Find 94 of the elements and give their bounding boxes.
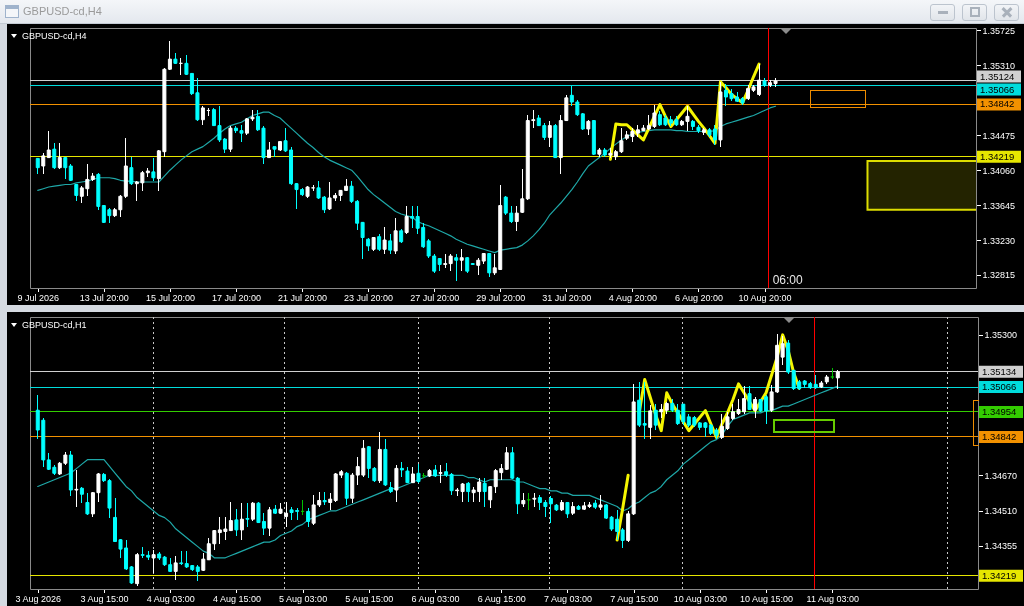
candlestick (487, 252, 492, 278)
ref-line-label: 1.35066 (980, 83, 1015, 95)
candlestick (200, 105, 205, 126)
candlestick (41, 152, 46, 175)
annotation: 06:00 (772, 273, 804, 287)
candlestick (648, 404, 653, 440)
x-tick-label: 4 Aug 15:00 (212, 593, 261, 604)
x-tick-label: 21 Jul 20:00 (278, 292, 328, 303)
candlestick (653, 403, 658, 431)
y-tick-label: 1.32815 (982, 270, 1016, 281)
x-tick-label: 6 Aug 15:00 (477, 593, 526, 604)
candlestick (311, 184, 316, 192)
x-tick-label: 5 Aug 03:00 (279, 593, 328, 604)
candlestick (504, 446, 509, 471)
ref-line-label: 1.34219 (982, 569, 1017, 581)
candlestick (173, 555, 178, 581)
candlestick (753, 396, 758, 419)
candlestick (547, 120, 552, 148)
candlestick (438, 464, 443, 484)
candlestick (74, 469, 79, 508)
y-tick-label: 1.34060 (982, 165, 1016, 176)
x-tick-label: 10 Aug 15:00 (740, 593, 794, 604)
line-series (37, 385, 839, 559)
candlestick (443, 253, 448, 269)
y-tick-label: 1.34475 (982, 130, 1016, 141)
candlestick (388, 233, 393, 255)
chart-title: GBPUSD-cd,H1 (22, 320, 87, 330)
x-tick-label: 6 Aug 20:00 (674, 292, 723, 303)
candlestick (482, 477, 487, 508)
ref-line-label: 1.34842 (980, 98, 1015, 110)
candlestick (85, 492, 90, 516)
candlestick (57, 142, 62, 170)
candlestick (642, 381, 647, 440)
x-tick-label: 4 Aug 03:00 (146, 593, 195, 604)
candlestick (228, 125, 233, 153)
y-tick-label: 1.35725 (982, 25, 1016, 36)
line-series (37, 105, 777, 254)
chart-title: GBPUSD-cd,H4 (23, 5, 102, 17)
candlestick (350, 472, 355, 504)
ref-line-label: 1.35066 (982, 381, 1017, 393)
candlestick (267, 506, 272, 537)
x-tick-label: 29 Jul 20:00 (476, 292, 526, 303)
candlestick (459, 248, 464, 272)
ref-line-label: 1.35124 (980, 70, 1015, 82)
y-tick-label: 1.33230 (982, 235, 1016, 246)
y-tick-label: 1.35310 (982, 60, 1016, 71)
candlestick (466, 481, 471, 503)
candlestick (250, 502, 255, 522)
x-tick-label: 3 Aug 15:00 (80, 593, 129, 604)
y-tick-label: 1.33645 (982, 200, 1016, 211)
candlestick (394, 464, 399, 503)
y-tick-label: 1.35300 (984, 330, 1018, 341)
x-tick-label: 6 Aug 03:00 (411, 593, 460, 604)
x-tick-label: 7 Aug 03:00 (543, 593, 592, 604)
y-tick-label: 1.34510 (984, 506, 1018, 517)
x-tick-label: 9 Jul 2026 (17, 292, 60, 303)
ref-line-label: 1.34219 (980, 150, 1015, 162)
candlestick (454, 253, 459, 282)
candlestick (46, 131, 51, 159)
candlestick (835, 369, 840, 390)
candlestick (410, 205, 415, 229)
x-tick-label: 3 Aug 2026 (15, 593, 62, 604)
x-tick-label: 5 Aug 15:00 (345, 593, 394, 604)
candlestick (234, 508, 239, 537)
ref-line-label: 1.34954 (982, 405, 1017, 417)
x-tick-label: 15 Jul 20:00 (145, 292, 195, 303)
x-tick-label: 13 Jul 20:00 (79, 292, 129, 303)
x-tick-label: 17 Jul 20:00 (211, 292, 261, 303)
x-tick-label: 31 Jul 20:00 (542, 292, 592, 303)
candlestick (179, 550, 184, 566)
x-tick-label: 10 Aug 20:00 (738, 292, 792, 303)
candlestick (245, 502, 250, 528)
ref-line-label: 1.35134 (982, 365, 1017, 377)
candlestick (239, 502, 244, 541)
candlestick (388, 481, 393, 494)
x-tick-label: 4 Aug 20:00 (608, 292, 657, 303)
candlestick (129, 156, 134, 185)
y-tick-label: 1.34355 (984, 541, 1018, 552)
x-tick-label: 23 Jul 20:00 (344, 292, 394, 303)
x-tick-label: 27 Jul 20:00 (410, 292, 460, 303)
x-tick-label: 11 Aug 03:00 (806, 593, 859, 604)
candlestick (306, 507, 311, 528)
candlestick (151, 157, 156, 182)
candlestick (488, 485, 493, 509)
candlestick (52, 142, 57, 170)
ref-line-label: 1.34842 (982, 430, 1017, 442)
x-tick-label: 10 Aug 03:00 (673, 593, 727, 604)
candlestick (404, 205, 409, 235)
candlestick (79, 486, 84, 504)
candlestick (393, 217, 398, 255)
x-tick-label: 7 Aug 15:00 (610, 593, 659, 604)
chart-title: GBPUSD-cd,H4 (22, 31, 87, 41)
candlestick (382, 226, 387, 255)
y-tick-label: 1.34670 (984, 470, 1018, 481)
